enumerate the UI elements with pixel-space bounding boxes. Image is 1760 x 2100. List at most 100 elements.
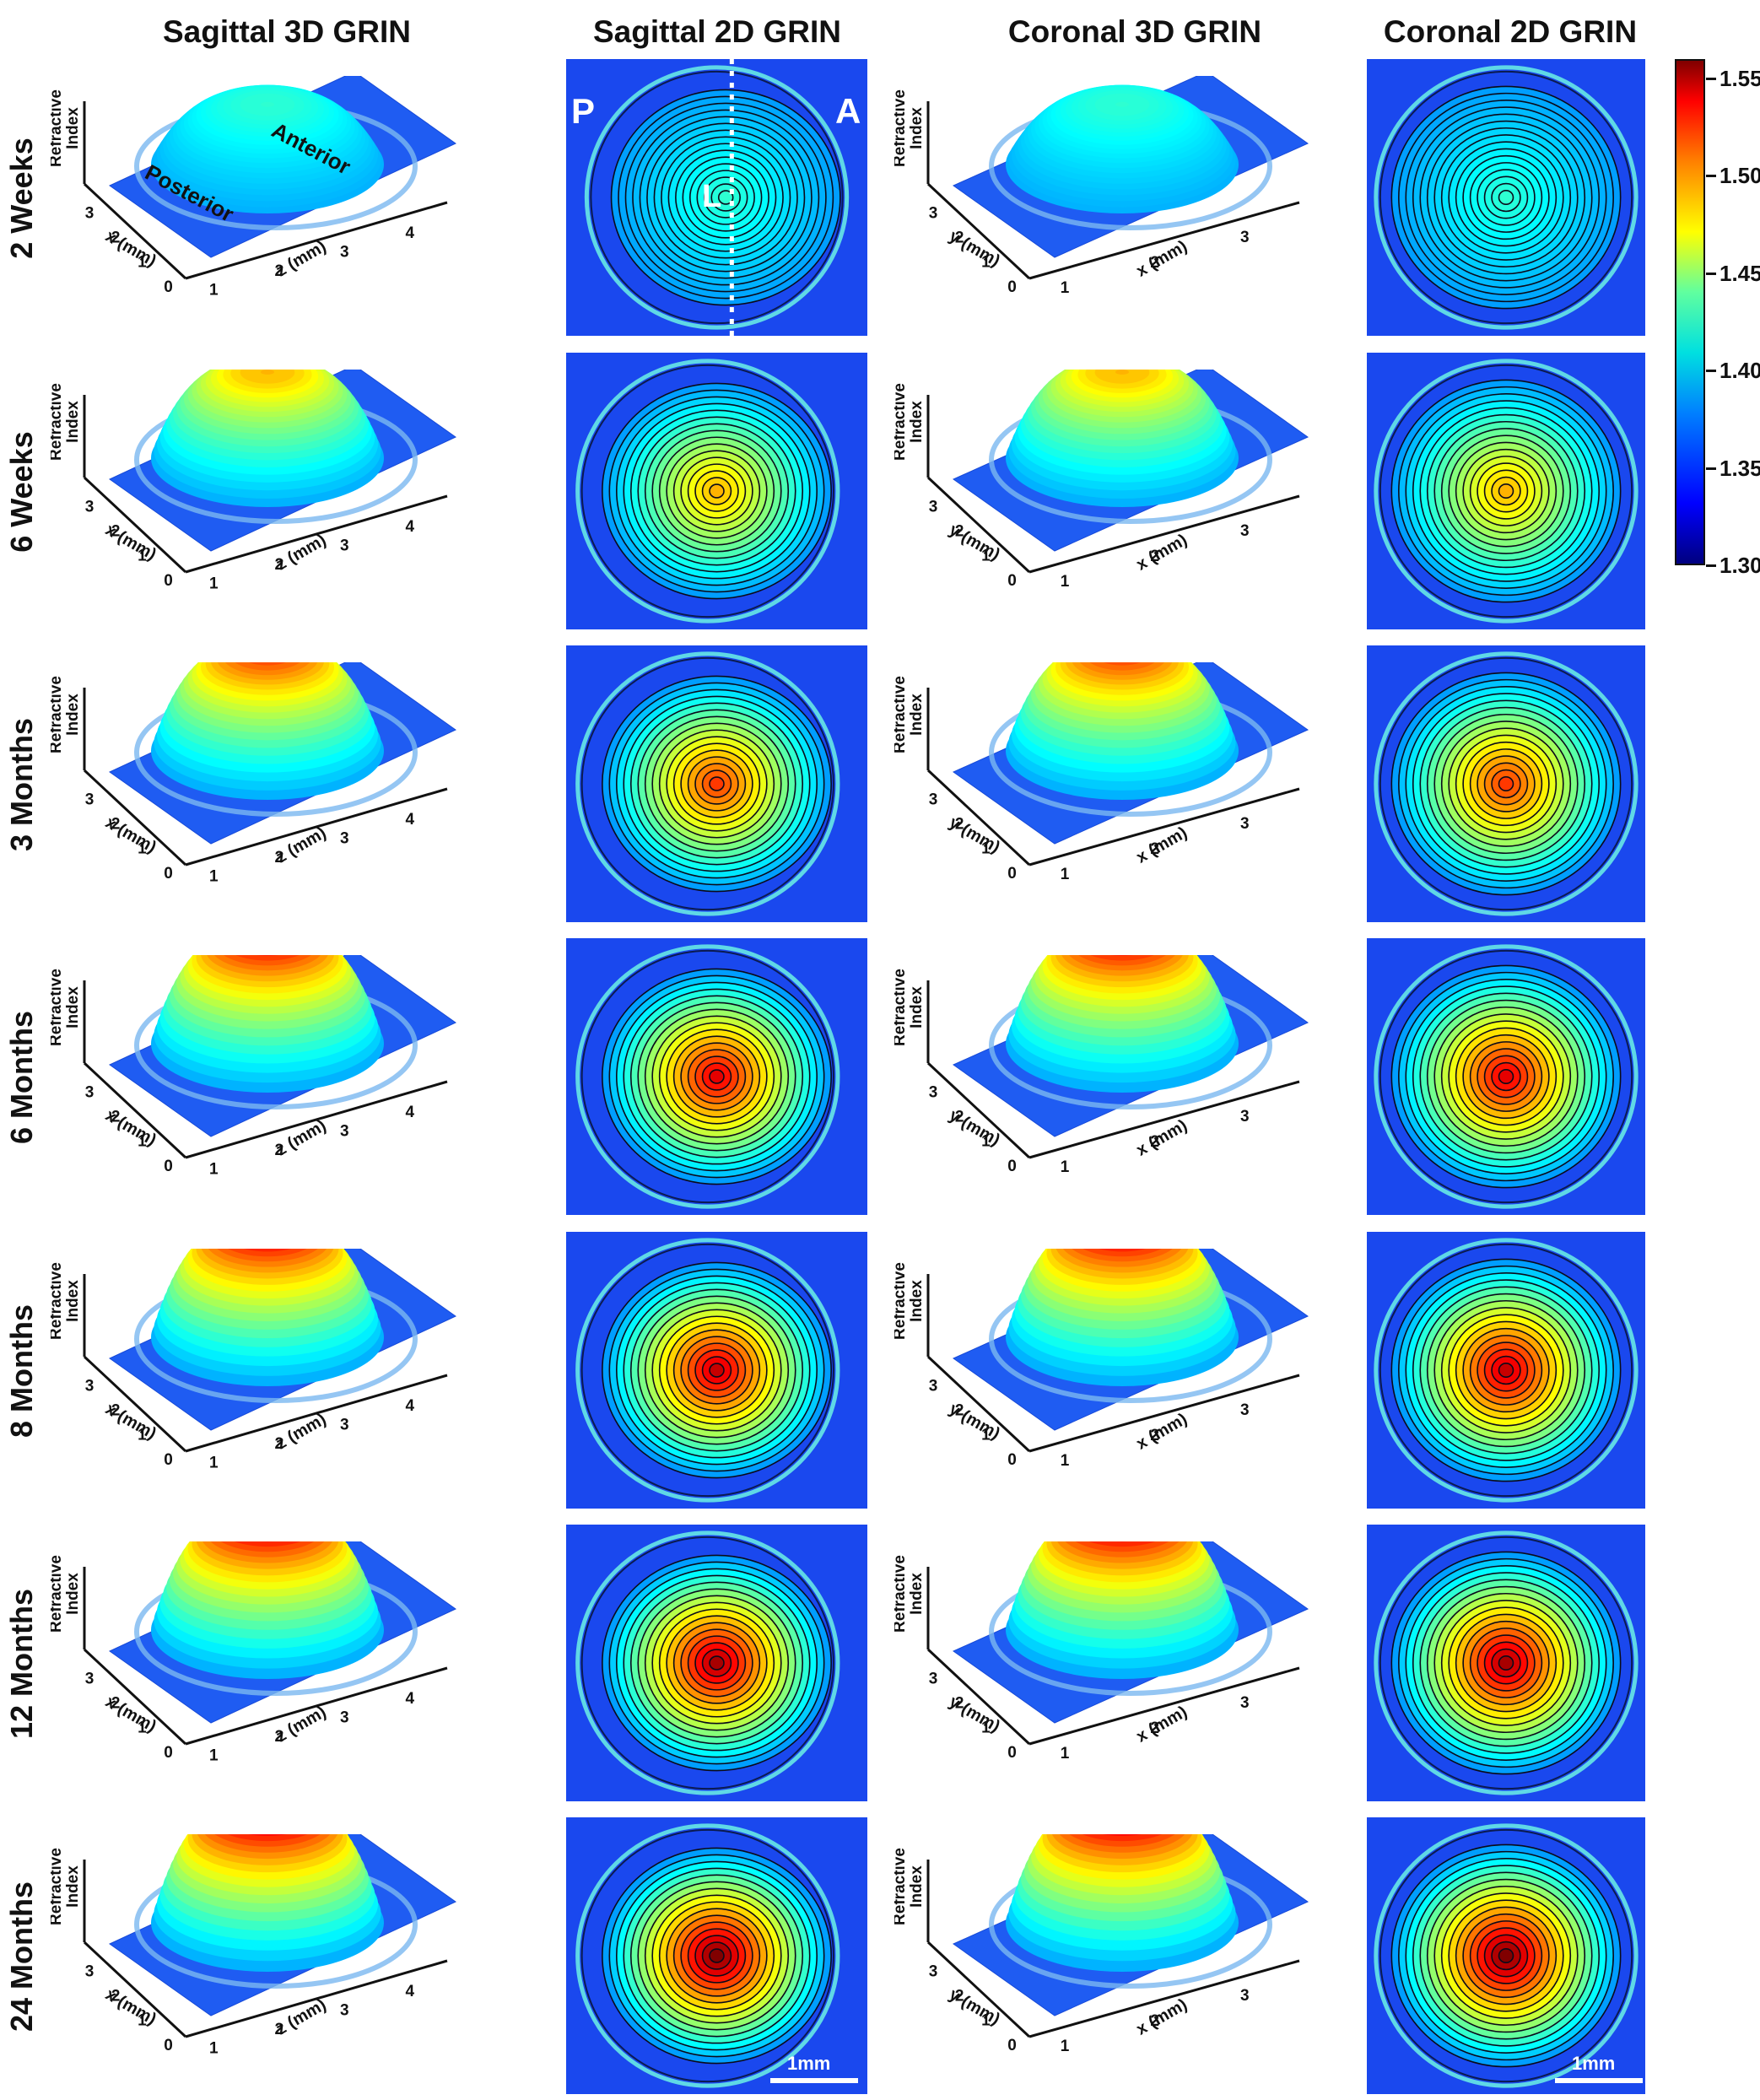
contour-panel-sagittal xyxy=(566,353,867,629)
left-tick-label: 1 xyxy=(138,548,147,565)
colorbar-tick xyxy=(1706,175,1716,178)
left-axis-line xyxy=(926,1355,1031,1453)
colorbar-tick xyxy=(1706,370,1716,373)
right-tick-label: 3 xyxy=(340,1709,349,1726)
colorbar-tick-label: 1.30 xyxy=(1720,553,1760,578)
right-tick-label: 2 xyxy=(1150,254,1159,272)
contour-panel-coronal xyxy=(1367,353,1645,629)
capsule-ring-inner xyxy=(1379,656,1633,911)
z-axis-label-line2: Index xyxy=(64,1573,82,1615)
colorbar-tick-label: 1.55 xyxy=(1720,66,1760,92)
contour-level xyxy=(709,1363,725,1378)
right-tick-label: 3 xyxy=(340,829,349,847)
z-axis-label-line2: Index xyxy=(64,1865,82,1908)
left-tick-label: 2 xyxy=(955,1695,964,1713)
scale-bar-sagittal xyxy=(770,2078,858,2083)
row-label: 6 Months xyxy=(2,938,42,1217)
right-tick-label: 4 xyxy=(405,1104,414,1121)
contour-level xyxy=(1498,1362,1514,1379)
left-tick-label: 0 xyxy=(164,572,173,590)
left-tick-label: 0 xyxy=(1007,1744,1017,1762)
contour-map xyxy=(566,645,867,922)
row-label-text: 2 Weeks xyxy=(4,138,39,259)
z-axis-label-line1: Refractive xyxy=(51,969,65,1046)
left-tick-label: 0 xyxy=(1007,865,1017,883)
left-tick-label: 1 xyxy=(138,1427,147,1444)
left-axis-label: y (mm) xyxy=(946,521,1003,564)
surface-layer xyxy=(1098,1249,1147,1252)
capsule-ring xyxy=(1374,651,1639,916)
contour-level xyxy=(709,776,725,791)
right-tick-label: 3 xyxy=(340,2001,349,2019)
surface-layer xyxy=(248,662,287,666)
left-tick-label: 3 xyxy=(929,1083,938,1101)
right-axis-label: x (mm) xyxy=(1133,237,1190,281)
contour-map xyxy=(1367,1817,1645,2094)
left-axis-line xyxy=(926,476,1031,574)
capsule-ring xyxy=(575,651,840,916)
z-axis-label-line1: Refractive xyxy=(894,1848,909,1925)
capsule-ring xyxy=(1374,1530,1639,1795)
right-tick-label: 2 xyxy=(1150,548,1159,565)
right-tick-label: 4 xyxy=(405,1983,414,2000)
left-tick-label: 0 xyxy=(164,1158,173,1175)
right-axis-line xyxy=(1028,787,1300,866)
surface-layer xyxy=(247,1834,288,1836)
left-tick-label: 2 xyxy=(111,1695,121,1713)
capsule-ring xyxy=(584,65,850,330)
surface-panel-coronal: Refractive Index 3 2 1 0 y (mm) 1 2 3 x (mm) xyxy=(894,955,1375,1208)
left-axis-label: y (mm) xyxy=(946,813,1003,857)
left-axis-line xyxy=(926,1648,1031,1746)
capsule-ring-inner xyxy=(1379,364,1633,618)
z-axis-label-line2: Index xyxy=(908,1865,926,1908)
z-axis-label-line1: Refractive xyxy=(894,969,909,1046)
left-tick-label: 0 xyxy=(164,1744,173,1762)
left-tick-label: 1 xyxy=(981,2012,991,2030)
surface-panel-sagittal: Refractive Index 3 2 1 0 x (mm) 1 2 3 4 z (mm) xyxy=(51,955,523,1208)
surface-layer xyxy=(1089,662,1155,671)
right-tick-label: 4 xyxy=(405,518,414,536)
right-tick-label: 1 xyxy=(209,281,219,299)
right-axis-line xyxy=(1028,201,1300,280)
right-tick-label: 3 xyxy=(1240,522,1250,540)
column-header-coronal-3d: Coronal 3D GRIN xyxy=(1007,14,1262,49)
left-axis-line xyxy=(83,769,187,866)
right-axis-line xyxy=(185,494,448,574)
contour-level xyxy=(709,1655,725,1671)
right-tick-label: 2 xyxy=(274,262,283,280)
contour-panel-coronal xyxy=(1367,1232,1645,1509)
surface-panel-coronal: Refractive Index 3 2 1 0 y (mm) 1 2 3 x (mm) xyxy=(894,1249,1375,1502)
row-label-text: 24 Months xyxy=(4,1881,39,2033)
row-label: 24 Months xyxy=(2,1817,42,2096)
z-axis-label-line2: Index xyxy=(908,986,926,1028)
right-axis-line xyxy=(1028,1080,1300,1159)
left-tick-label: 3 xyxy=(85,1962,94,1980)
surface-layer xyxy=(261,101,274,107)
colorbar-tick xyxy=(1706,78,1716,81)
surface-layer xyxy=(227,1834,308,1842)
right-tick-label: 3 xyxy=(1240,1694,1250,1712)
right-tick-label: 1 xyxy=(1061,1158,1070,1176)
right-tick-label: 3 xyxy=(1240,815,1250,833)
capsule-ring-inner xyxy=(580,364,834,618)
contour-panel-sagittal xyxy=(566,938,867,1215)
capsule-ring xyxy=(575,359,840,624)
contour-panel-sagittal xyxy=(566,1232,867,1509)
left-tick-label: 1 xyxy=(981,1133,991,1151)
contour-level xyxy=(1498,189,1514,206)
contour-level xyxy=(1498,1947,1514,1964)
row-label-text: 3 Months xyxy=(4,718,39,851)
capsule-ring xyxy=(1374,1823,1639,2088)
surface-layer xyxy=(235,955,300,961)
right-tick-label: 2 xyxy=(1150,1427,1159,1444)
left-axis-label: x (mm) xyxy=(102,227,159,271)
z-axis-label-line2: Index xyxy=(908,401,926,443)
left-tick-label: 1 xyxy=(138,254,147,272)
